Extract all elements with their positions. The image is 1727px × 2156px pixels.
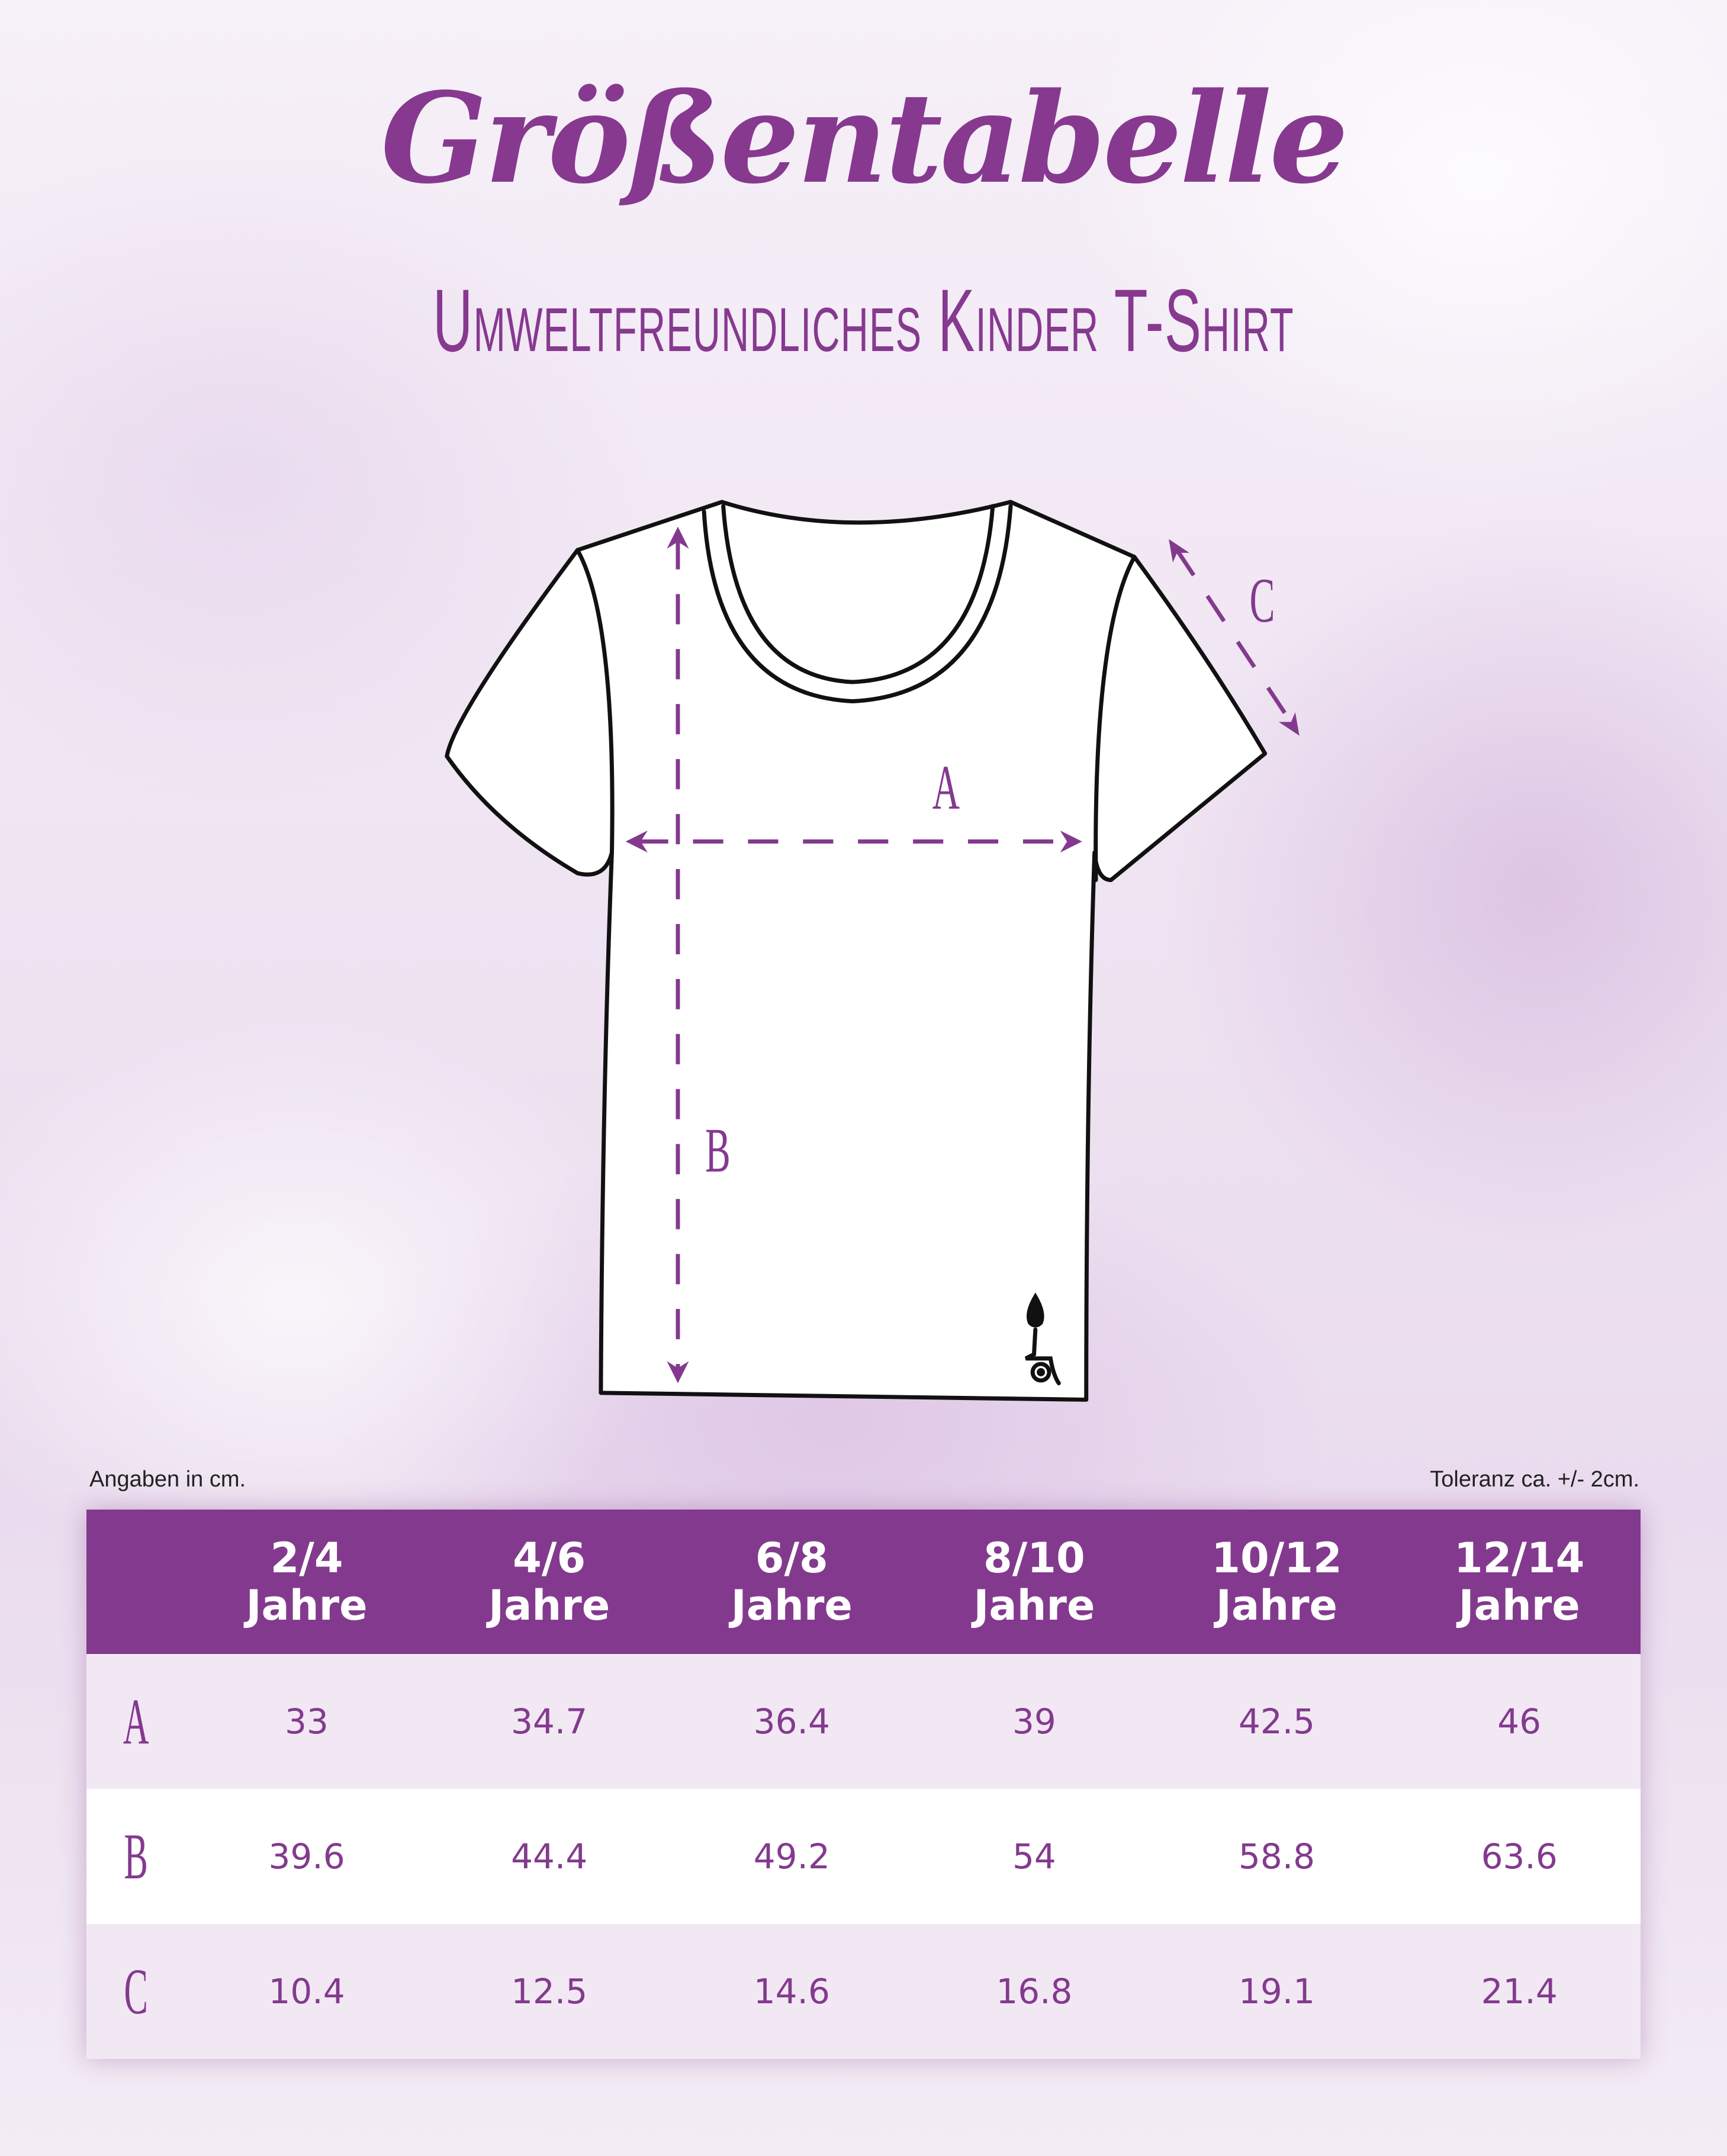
arrow-head-icon bbox=[1278, 712, 1300, 736]
page-subtitle: Umweltfreundliches Kinder T-Shirt bbox=[433, 271, 1294, 370]
measure-c-line bbox=[1175, 549, 1295, 726]
arrow-head-icon bbox=[1169, 539, 1189, 563]
label-b: B bbox=[705, 1116, 731, 1186]
table-cell: 44.4 bbox=[427, 1789, 671, 1924]
table-header-row: 2/4 Jahre 4/6 Jahre 6/8 Jahre 8/10 Jahre 10/… bbox=[86, 1510, 1641, 1654]
table-cell: 39.6 bbox=[185, 1789, 428, 1924]
right-armhole bbox=[1094, 555, 1137, 883]
tolerance-note: Toleranz ca. +/- 2cm. bbox=[1430, 1467, 1639, 1492]
collar-outer bbox=[702, 504, 1013, 704]
units-note: Angaben in cm. bbox=[89, 1467, 246, 1492]
header-size: 10/12 Jahre bbox=[1155, 1510, 1398, 1654]
tshirt-outline bbox=[445, 500, 1268, 1402]
table-cell: 10.4 bbox=[185, 1924, 428, 2059]
table-cell: 33 bbox=[185, 1654, 428, 1789]
label-a: A bbox=[932, 753, 960, 823]
row-label: A bbox=[86, 1654, 186, 1789]
collar-inner bbox=[721, 504, 995, 684]
left-armhole bbox=[575, 548, 615, 855]
table-cell: 46 bbox=[1398, 1654, 1641, 1789]
table-cell: 21.4 bbox=[1398, 1924, 1641, 2059]
table-cell: 16.8 bbox=[913, 1924, 1156, 2059]
table-cell: 19.1 bbox=[1155, 1924, 1398, 2059]
table-cell: 58.8 bbox=[1155, 1789, 1398, 1924]
arrow-head-icon bbox=[667, 1361, 689, 1383]
table-row: A 33 34.7 36.4 39 42.5 46 bbox=[86, 1654, 1641, 1789]
table-cell: 39 bbox=[913, 1654, 1156, 1789]
table-row: C 10.4 12.5 14.6 16.8 19.1 21.4 bbox=[86, 1924, 1641, 2059]
arrow-head-icon bbox=[1060, 830, 1082, 853]
table-cell: 12.5 bbox=[427, 1924, 671, 2059]
row-label: C bbox=[86, 1924, 186, 2059]
arrow-head-icon bbox=[625, 830, 648, 853]
header-corner bbox=[86, 1510, 186, 1654]
size-table: 2/4 Jahre 4/6 Jahre 6/8 Jahre 8/10 Jahre 10/… bbox=[86, 1510, 1641, 2059]
header-size: 2/4 Jahre bbox=[185, 1510, 428, 1654]
table-cell: 54 bbox=[913, 1789, 1156, 1924]
table-row: B 39.6 44.4 49.2 54 58.8 63.6 bbox=[86, 1789, 1641, 1924]
page-title: Größentabelle bbox=[381, 65, 1349, 211]
table-cell: 63.6 bbox=[1398, 1789, 1641, 1924]
table-cell: 36.4 bbox=[670, 1654, 914, 1789]
header-size: 12/14 Jahre bbox=[1398, 1510, 1641, 1654]
header-size: 4/6 Jahre bbox=[427, 1510, 671, 1654]
candle-logo-icon bbox=[1024, 1292, 1061, 1386]
table-cell: 14.6 bbox=[670, 1924, 914, 2059]
label-c: C bbox=[1250, 567, 1275, 636]
table-cell: 49.2 bbox=[670, 1789, 914, 1924]
header-size: 8/10 Jahre bbox=[913, 1510, 1156, 1654]
table-cell: 42.5 bbox=[1155, 1654, 1398, 1789]
arrow-head-icon bbox=[667, 526, 689, 549]
row-label: B bbox=[86, 1789, 186, 1924]
header-size: 6/8 Jahre bbox=[670, 1510, 914, 1654]
table-cell: 34.7 bbox=[427, 1654, 671, 1789]
